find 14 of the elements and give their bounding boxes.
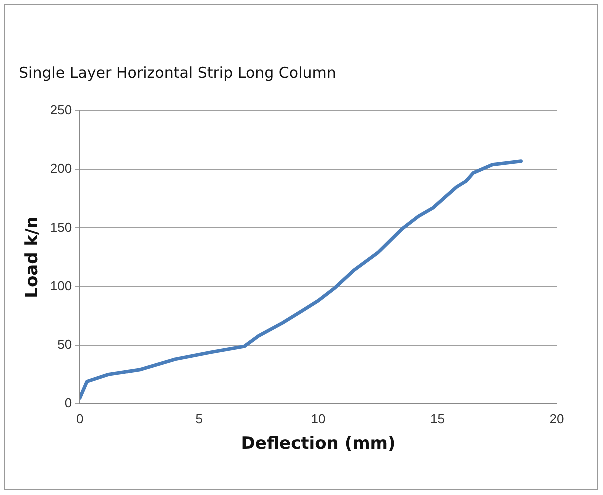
- x-axis-title: Deflection (mm): [241, 434, 396, 454]
- y-tick-label: 150: [50, 220, 72, 235]
- y-tick-label: 0: [64, 396, 72, 411]
- x-tick-label: 15: [430, 411, 446, 426]
- x-tick-label: 5: [196, 411, 203, 426]
- y-tick-label: 100: [50, 278, 72, 294]
- chart-title: Single Layer Horizontal Strip Long Column: [19, 64, 336, 82]
- y-tick-label: 200: [50, 161, 72, 176]
- x-tick-label: 0: [76, 411, 84, 426]
- x-tick-label: 10: [311, 411, 326, 426]
- y-axis-title: Load k/n: [22, 216, 43, 298]
- y-tick-label: 250: [50, 102, 72, 118]
- y-tick-label: 50: [58, 336, 72, 352]
- x-tick-label: 20: [550, 411, 564, 426]
